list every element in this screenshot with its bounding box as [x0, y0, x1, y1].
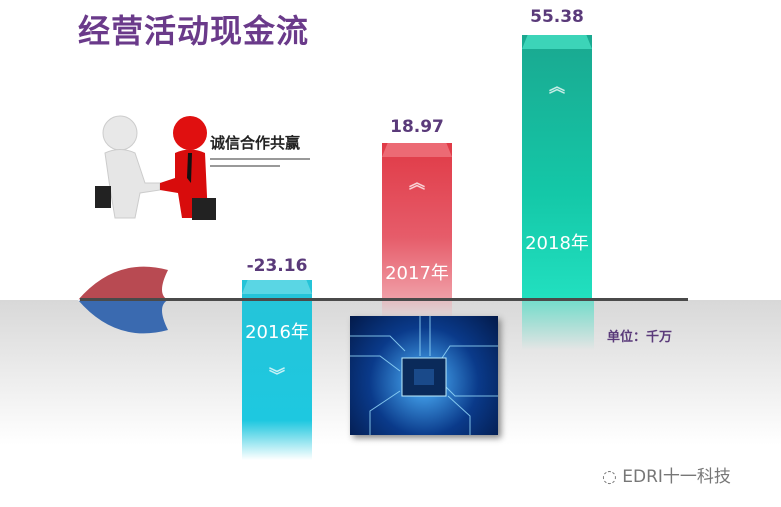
value-label-2016: -23.16	[246, 256, 308, 276]
value-label-2018: 55.38	[530, 7, 584, 27]
bar-2017-reflection	[382, 300, 452, 320]
value-label-2017: 18.97	[390, 117, 444, 137]
handshake-caption: 诚信合作共赢	[210, 134, 300, 152]
bar-2018-reflection	[522, 300, 594, 350]
category-label-2016: 2016年	[245, 322, 309, 343]
bar-2018: 55.38 ︽ 2018年	[522, 7, 592, 300]
circuit-chip-image	[350, 316, 498, 435]
category-label-2018: 2018年	[525, 233, 589, 254]
unit-label: 单位：千万	[607, 330, 673, 345]
category-label-2017: 2017年	[385, 263, 449, 284]
watermark-text: EDRI十一科技	[622, 467, 731, 487]
zero-axis-line	[80, 298, 688, 301]
chevron-up-icon: ︽	[548, 77, 565, 96]
bar-2016: -23.16 2016年 ︾	[242, 256, 312, 460]
chart-title: 经营活动现金流	[78, 12, 310, 50]
watermark: ◌ EDRI十一科技	[602, 462, 731, 487]
wechat-icon: ◌	[602, 467, 617, 487]
chevron-down-icon: ︾	[268, 366, 285, 385]
chevron-up-icon: ︽	[408, 173, 425, 192]
bar-2017: 18.97 ︽ 2017年	[382, 117, 452, 300]
handshake-illustration: 诚信合作共赢	[95, 115, 310, 220]
